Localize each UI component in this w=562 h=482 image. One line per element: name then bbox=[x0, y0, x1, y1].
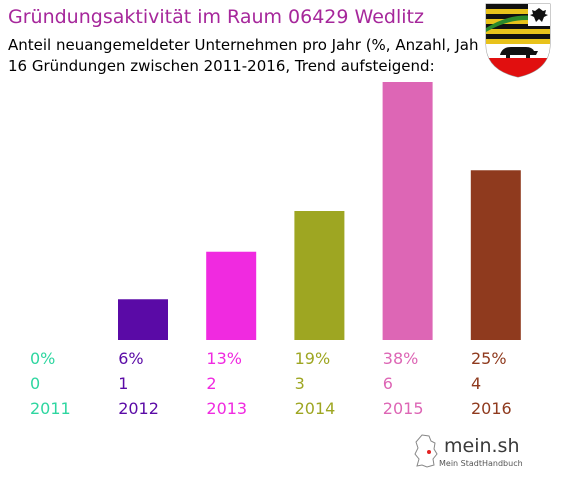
percent-label-2011: 0% bbox=[30, 349, 55, 368]
logo-text: mein.sh bbox=[444, 435, 520, 457]
bar-2013 bbox=[206, 251, 257, 340]
year-label-2016: 2016 bbox=[471, 399, 512, 418]
year-label-2014: 2014 bbox=[295, 399, 336, 418]
bar-2015 bbox=[382, 82, 433, 340]
percent-label-2016: 25% bbox=[471, 349, 507, 368]
coat-of-arms-icon bbox=[478, 0, 558, 80]
mein-sh-logo[interactable]: mein.sh Mein StadtHandbuch bbox=[414, 432, 526, 474]
bar-2012 bbox=[118, 299, 168, 340]
count-label-2015: 6 bbox=[383, 374, 393, 393]
logo-tagline: Mein StadtHandbuch bbox=[439, 459, 523, 468]
year-label-2015: 2015 bbox=[383, 399, 424, 418]
count-label-2012: 1 bbox=[118, 374, 128, 393]
count-label-2016: 4 bbox=[471, 374, 481, 393]
percent-label-2015: 38% bbox=[383, 349, 419, 368]
percent-label-2012: 6% bbox=[118, 349, 143, 368]
count-label-2013: 2 bbox=[206, 374, 216, 393]
chart-title: Gründungsaktivität im Raum 06429 Wedlitz bbox=[8, 6, 424, 28]
percent-label-2013: 13% bbox=[206, 349, 242, 368]
germany-map-icon bbox=[414, 434, 438, 468]
chart-summary: 16 Gründungen zwischen 2011-2016, Trend … bbox=[8, 57, 435, 75]
year-label-2013: 2013 bbox=[206, 399, 247, 418]
chart-subtitle: Anteil neuangemeldeter Unternehmen pro J… bbox=[8, 36, 491, 54]
count-label-2014: 3 bbox=[295, 374, 305, 393]
year-label-2012: 2012 bbox=[118, 399, 159, 418]
bar-2016 bbox=[470, 170, 521, 340]
bar-2014 bbox=[294, 211, 345, 340]
count-label-2011: 0 bbox=[30, 374, 40, 393]
percent-label-2014: 19% bbox=[295, 349, 331, 368]
year-label-2011: 2011 bbox=[30, 399, 71, 418]
